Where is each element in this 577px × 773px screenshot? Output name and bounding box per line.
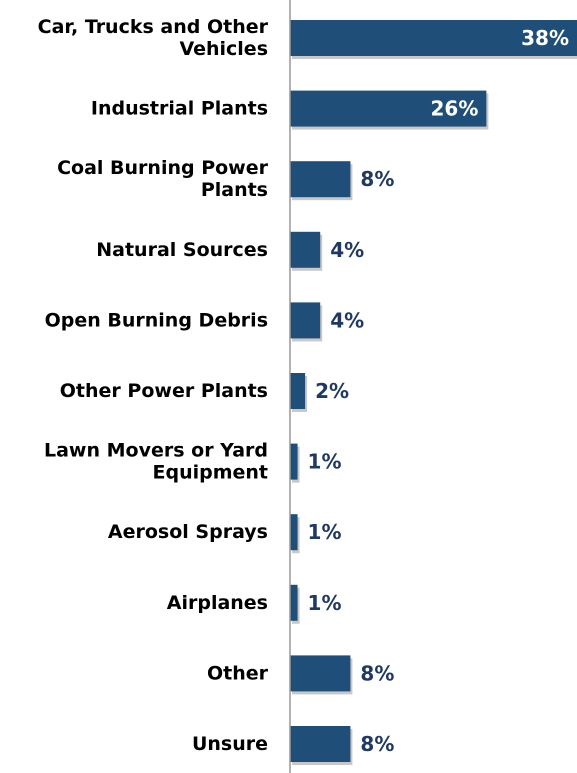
category-label-line: Car, Trucks and Other: [38, 16, 269, 38]
bar: [290, 726, 351, 762]
category-label: Car, Trucks and Other Vehicles: [38, 16, 269, 60]
data-label: 1%: [308, 450, 342, 474]
bars-group: [290, 20, 577, 765]
data-label: 4%: [330, 308, 364, 332]
category-label-line: Airplanes: [167, 592, 268, 614]
category-label-line: Lawn Movers or Yard: [44, 440, 268, 462]
category-label: Coal Burning Power Plants: [57, 157, 269, 201]
category-label-line: Aerosol Sprays: [108, 521, 268, 543]
bar: [290, 231, 321, 268]
data-label: 1%: [308, 591, 342, 615]
data-label: 4%: [330, 238, 364, 262]
category-label-line: Industrial Plants: [91, 98, 268, 120]
category-label: Lawn Movers or Yard Equipment: [44, 440, 268, 484]
category-label: Industrial Plants: [91, 98, 268, 120]
category-label: Airplanes: [167, 592, 268, 614]
bar: [290, 655, 351, 692]
bar: [290, 443, 298, 480]
category-label: Unsure: [192, 733, 268, 755]
bar: [290, 90, 487, 127]
category-label-line: Equipment: [152, 462, 268, 484]
category-label: Open Burning Debris: [45, 309, 268, 331]
category-label-line: Coal Burning Power: [57, 157, 269, 179]
data-label: 8%: [360, 732, 394, 756]
labels-group: 38% Car, Trucks and Other Vehicles 26% Indus…: [38, 16, 569, 756]
bar: [290, 584, 298, 621]
category-label-line: Other Power Plants: [60, 380, 268, 402]
bar: [290, 161, 351, 198]
data-label: 26%: [430, 97, 478, 121]
data-label: 38%: [521, 26, 569, 50]
category-label: Other Power Plants: [60, 380, 268, 402]
category-label: Aerosol Sprays: [108, 521, 268, 543]
category-label: Natural Sources: [96, 239, 268, 261]
data-label: 8%: [360, 661, 394, 685]
bar: [290, 373, 306, 409]
bar: [290, 302, 321, 339]
category-label-line: Vehicles: [179, 38, 268, 60]
category-label-line: Natural Sources: [96, 239, 268, 261]
category-label-line: Open Burning Debris: [45, 309, 268, 331]
data-label: 1%: [308, 520, 342, 544]
category-label: Other: [207, 662, 269, 684]
category-label-line: Unsure: [192, 733, 268, 755]
bar: [290, 20, 577, 56]
bar: [290, 514, 298, 551]
category-label-line: Other: [207, 662, 269, 684]
category-label-line: Plants: [201, 179, 268, 201]
data-label: 2%: [315, 379, 349, 403]
data-label: 8%: [360, 167, 394, 191]
